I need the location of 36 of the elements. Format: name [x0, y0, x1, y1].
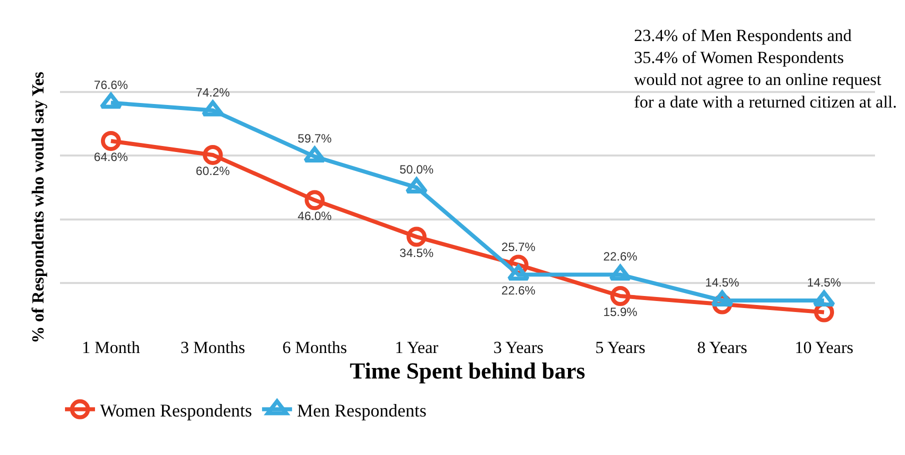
point: [303, 146, 326, 163]
x-tick-label: 10 Years: [794, 338, 854, 357]
data-label: 76.6%: [94, 78, 128, 92]
x-tick-label: 3 Years: [493, 338, 544, 357]
data-label: 14.5%: [807, 275, 842, 290]
data-label: 14.5%: [705, 275, 740, 290]
x-tick-label: 1 Month: [82, 338, 140, 357]
point: [100, 130, 121, 151]
data-label: 50.0%: [400, 162, 434, 176]
point: [610, 286, 630, 306]
data-label: 46.0%: [298, 209, 332, 224]
x-tick-label: 5 Years: [595, 338, 646, 357]
legend-label: Women Respondents: [100, 400, 252, 420]
data-label: 25.7%: [501, 240, 536, 254]
data-label: 60.2%: [196, 164, 230, 178]
data-label: 59.7%: [298, 132, 332, 146]
data-label: 22.6%: [501, 284, 536, 298]
x-tick-label: 1 Year: [394, 338, 439, 357]
x-tick-label: 3 Months: [180, 338, 246, 357]
point: [100, 92, 122, 109]
data-label: 15.9%: [603, 305, 638, 320]
point: [202, 144, 223, 165]
data-label: 74.2%: [196, 85, 230, 100]
data-label: 34.5%: [400, 246, 434, 260]
x-tick-label: 6 Months: [282, 338, 348, 357]
data-label: 64.6%: [94, 150, 128, 164]
point: [405, 177, 428, 194]
y-axis-title: % of Respondents who would say Yes: [28, 71, 48, 344]
point: [406, 226, 427, 247]
x-tick-label: 8 Years: [697, 338, 748, 357]
annotation: 23.4% of Men Respondents and 35.4% of Women Respondents would not agree to an online request for a date with a returned citizen at all.: [634, 26, 897, 112]
x-axis-title: Time Spent behind bars: [350, 358, 586, 384]
legend-label: Men Respondents: [297, 400, 427, 420]
data-label: 22.6%: [603, 250, 638, 264]
point: [202, 100, 224, 116]
point: [304, 190, 325, 210]
